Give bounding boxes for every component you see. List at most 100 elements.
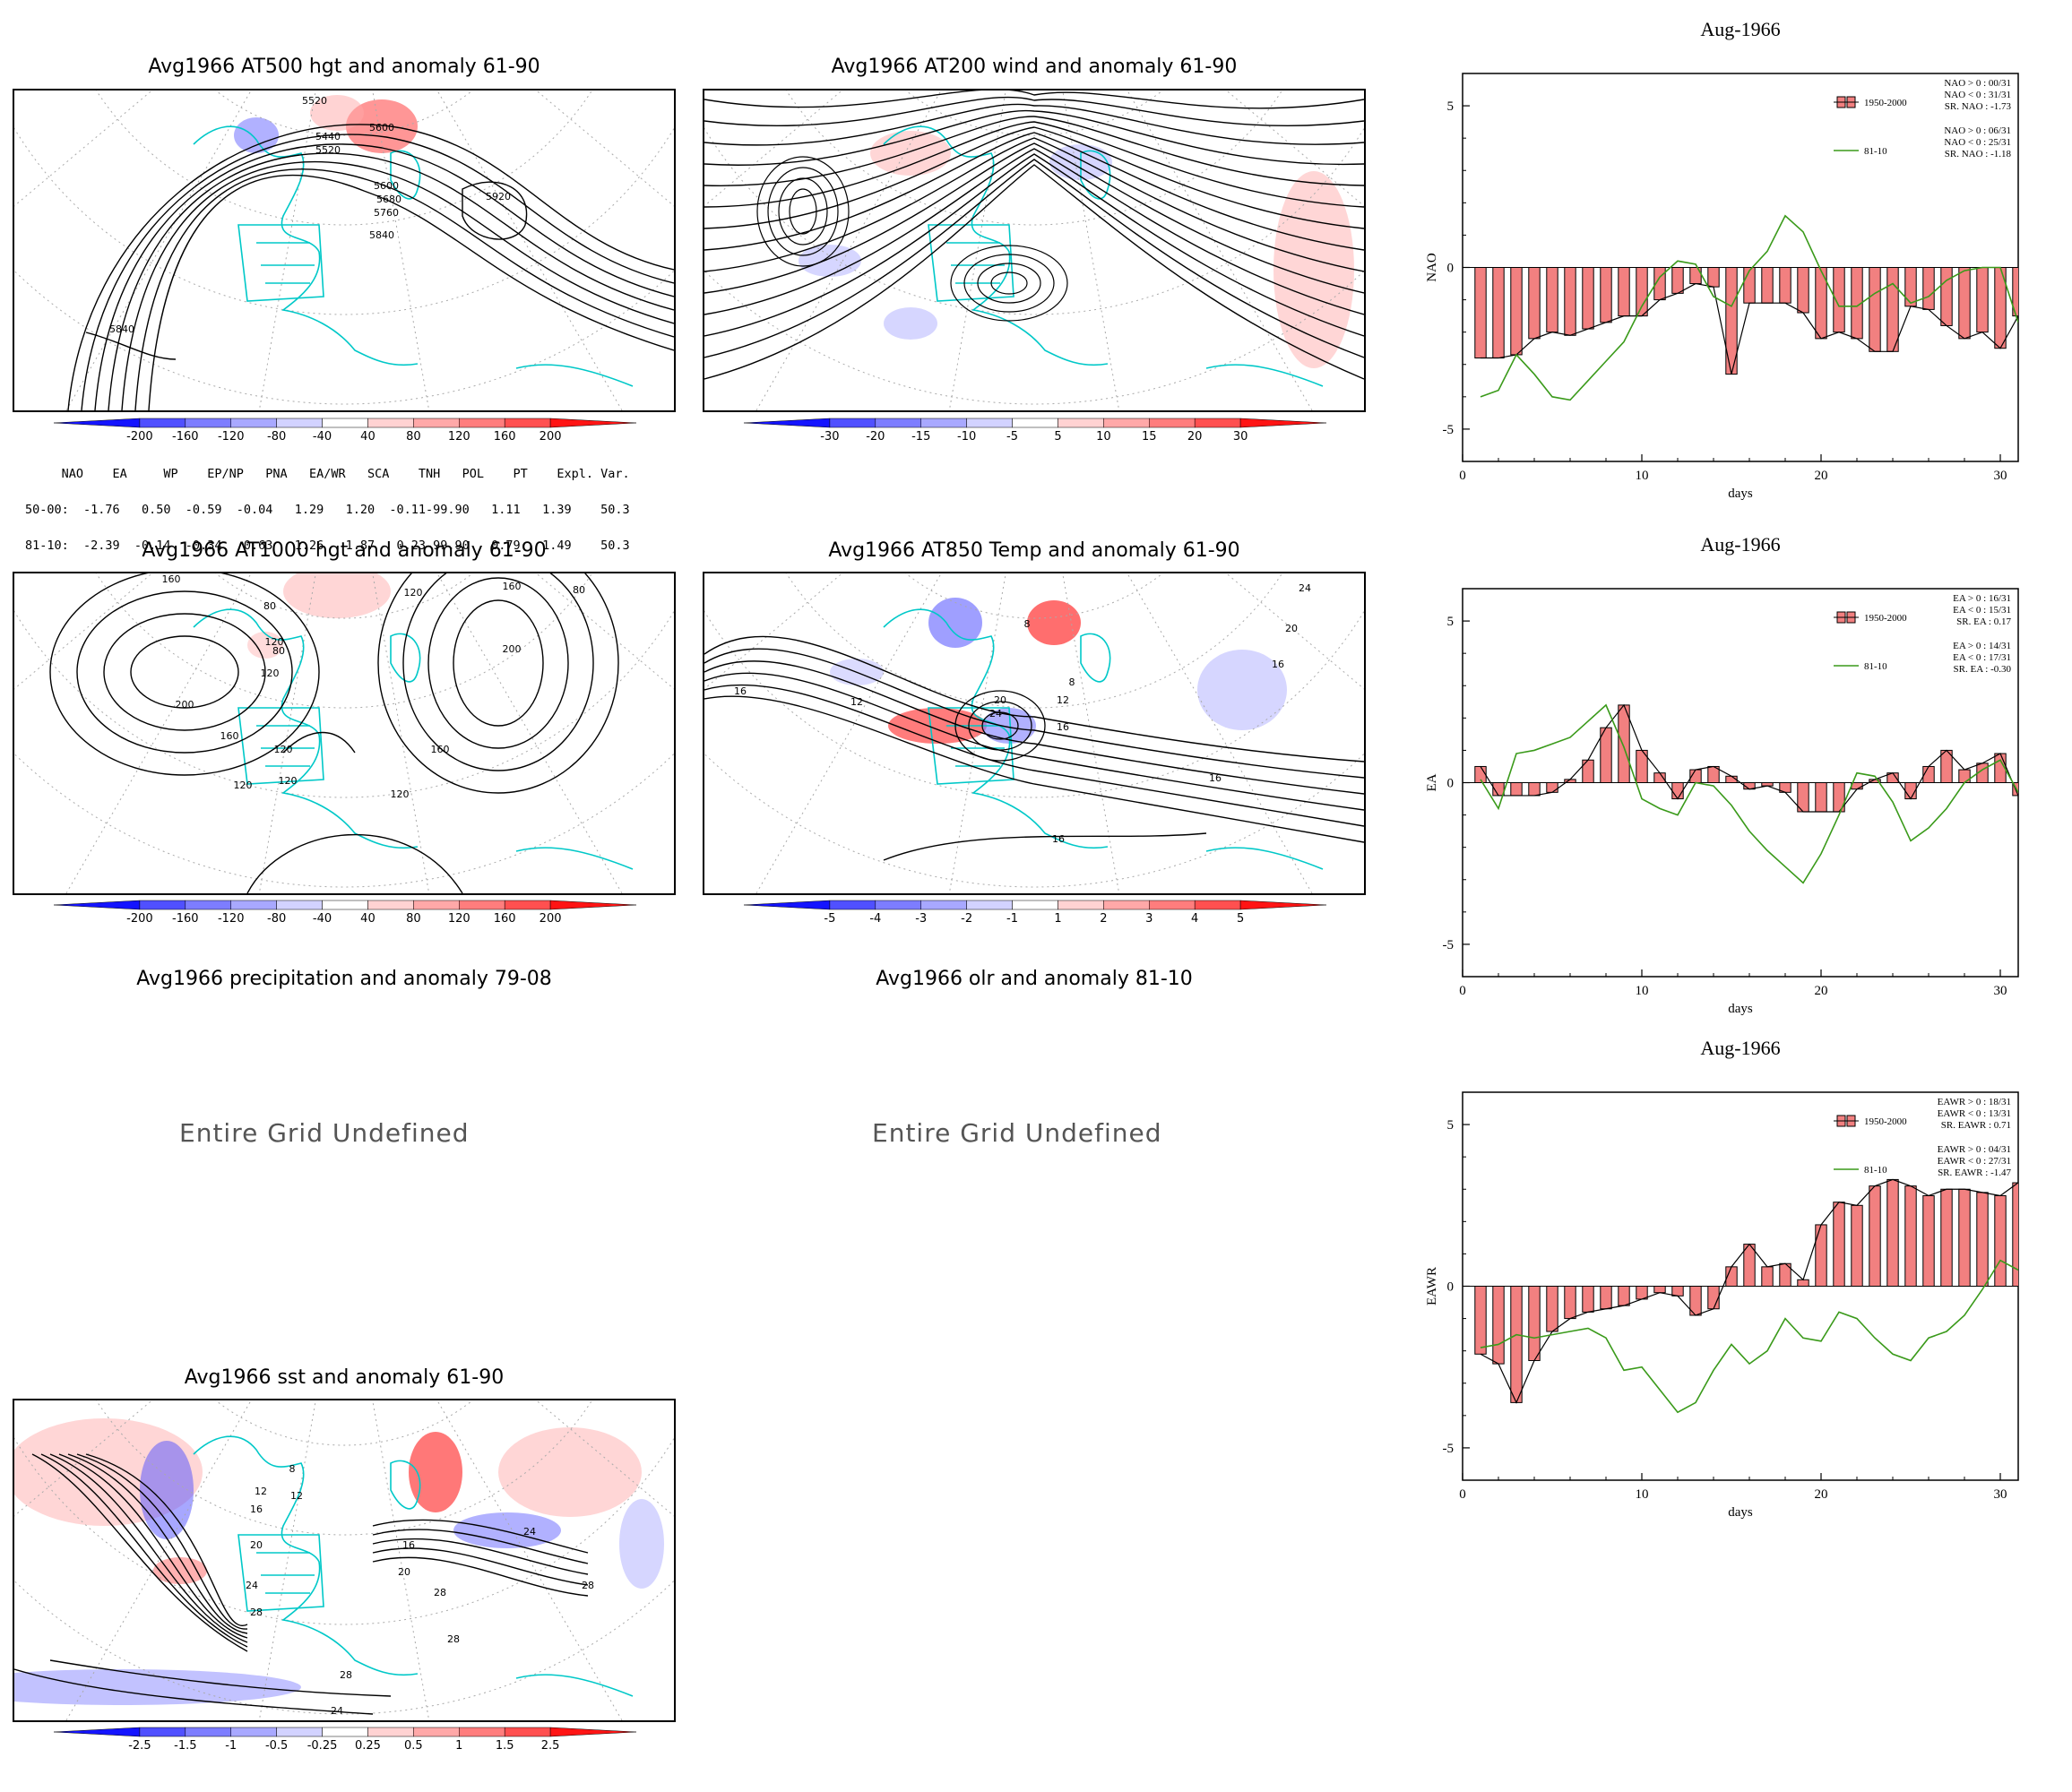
contour-label: 16: [734, 685, 747, 697]
contour-line: [704, 116, 1364, 186]
bar: [1958, 1188, 1971, 1287]
colorbar-tick-label: 0.25: [355, 1739, 381, 1753]
colorbar-swatch: [185, 900, 231, 910]
contour-line: [58, 1453, 248, 1639]
contour: [67, 1453, 248, 1634]
plot-area: [1474, 1178, 2018, 1414]
y-tick-label: -5: [1443, 1442, 1455, 1456]
colorbar-swatch: [367, 900, 414, 910]
colorbar-tick-label: -5: [824, 912, 835, 926]
anomaly-shading: [234, 117, 279, 153]
legend-line-label: 81-10: [1864, 1165, 1887, 1176]
colorbar-tick-label: 40: [360, 430, 376, 444]
bar: [1833, 1202, 1845, 1287]
colorbar-swatch: [459, 418, 505, 428]
anomaly-shading: [1027, 600, 1081, 645]
x-tick-label: 10: [1636, 1487, 1649, 1502]
colorbar-swatch: [53, 1727, 141, 1737]
bar: [1815, 782, 1827, 813]
x-axis-label: days: [1728, 487, 1753, 501]
contour: [121, 160, 674, 410]
colorbar-tick-label: -120: [218, 430, 245, 444]
latitude-circle: [905, 90, 1163, 136]
series-line-1950-2000: [1480, 1178, 2018, 1404]
contour-line: [704, 159, 1364, 358]
contour-line: [704, 126, 1364, 229]
map-at1000-height: 160 80 120 80 120 200 160 120 160 120 200 160 80 120 1…: [13, 572, 676, 895]
colorbar-hgt-500-svg: -200 -160 -120 -80 -40 40 80 120 160 200: [53, 418, 637, 444]
bar: [1743, 1244, 1756, 1287]
colorbar-swatch: [276, 418, 323, 428]
colorbar-swatch: [1103, 418, 1150, 428]
colorbar-tick-label: 160: [494, 912, 516, 926]
meridian: [755, 573, 942, 893]
colorbar-swatch: [230, 1727, 277, 1737]
contour-label: 120: [265, 636, 284, 648]
coast-south-america: [515, 1674, 634, 1697]
colorbar-tick-label: 4: [1191, 912, 1198, 926]
latitude-circle: [14, 753, 674, 888]
contour-line: [81, 134, 674, 410]
colorbar-tick-label: -20: [866, 430, 885, 444]
contour-label: 5760: [374, 207, 399, 219]
colorbar-tick-label: 2.5: [541, 1739, 560, 1753]
contour: [704, 164, 1364, 380]
meridian: [436, 90, 623, 410]
map-title-precip: Avg1966 precipitation and anomaly 79-08: [136, 968, 552, 990]
colorbar-tick-label: -2: [961, 912, 972, 926]
contour-line: [704, 648, 1364, 779]
contour-line: [453, 599, 544, 727]
contour-label: 8: [289, 1463, 296, 1475]
coast-north-america: [193, 125, 419, 366]
y-axis-label: EAWR: [1425, 1267, 1439, 1305]
meridian: [65, 573, 252, 893]
contour: [704, 672, 1364, 811]
contour-line: [94, 143, 674, 410]
bar: [1600, 267, 1612, 323]
contour: [704, 137, 1364, 272]
colorbar-swatch: [504, 1727, 551, 1737]
colorbar-tick-label: 30: [1233, 430, 1248, 444]
colorbar-tick-label: 200: [540, 912, 562, 926]
legend-line-stat: SR. EA : -0.30: [1954, 664, 2012, 675]
colorbar-tick-label: 2: [1100, 912, 1107, 926]
contour-line: [14, 1668, 374, 1715]
legend-line-label: 81-10: [1864, 661, 1887, 672]
contour-line: [981, 711, 1019, 740]
x-tick-label: 30: [1994, 469, 2007, 483]
bar: [1869, 267, 1881, 352]
map-sst: 12 16 20 24 28 8 12 16 20 24 28 28 28 24 28: [13, 1399, 676, 1722]
colorbar-swatch: [829, 900, 876, 910]
colorbar-swatch: [413, 1727, 460, 1737]
streamline-gyre: [767, 167, 839, 256]
colorbar-tick-label: -1: [225, 1739, 237, 1753]
contour-label: 28: [582, 1580, 594, 1591]
bar: [1922, 1194, 1935, 1287]
colorbar-hgt-1000-svg: -200 -160 -120 -80 -40 40 80 120 160 200: [53, 900, 637, 926]
contour: [134, 168, 674, 410]
contour-line: [704, 142, 1364, 294]
bar: [1797, 267, 1809, 314]
colorbar-tick-label: -1: [1006, 912, 1018, 926]
anomaly-shading: [884, 307, 937, 340]
contour: [704, 660, 1364, 795]
legend-bar-label: 1950-2000: [1864, 1116, 1907, 1127]
contour-label: 28: [250, 1607, 263, 1618]
contour-label: 5920: [486, 191, 511, 202]
anomaly-shading: [409, 1432, 462, 1512]
contour-label: 12: [255, 1486, 267, 1497]
contour-line: [372, 1556, 589, 1597]
y-axis-label: NAO: [1425, 253, 1439, 282]
bar: [1582, 1286, 1594, 1313]
contour: [108, 152, 674, 410]
meridian: [1034, 573, 1364, 626]
x-tick-label: 10: [1636, 469, 1649, 483]
bar: [1707, 1286, 1720, 1310]
contour-label: 80: [263, 600, 276, 612]
graticule: [14, 90, 674, 410]
contour-line: [704, 90, 1364, 109]
anomaly-shading: [283, 573, 391, 618]
contour-line: [883, 832, 1207, 861]
colorbar-swatch: [549, 418, 637, 428]
